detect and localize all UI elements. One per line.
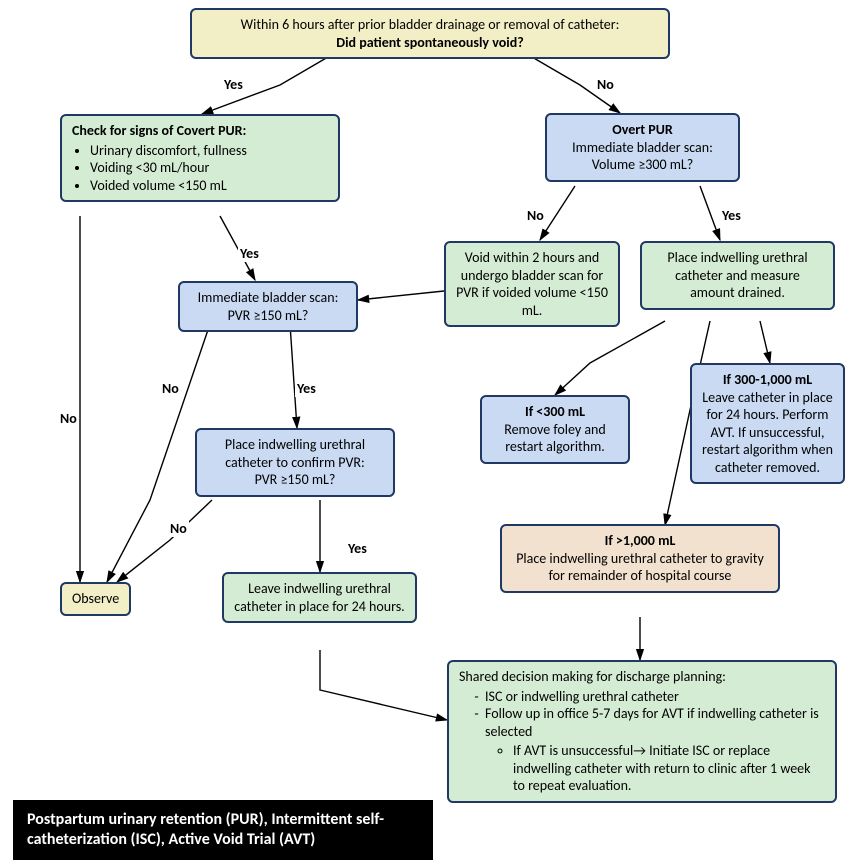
place-measure-text: Place indwelling urethral catheter and m… — [667, 249, 807, 301]
start-line1: Within 6 hours after prior bladder drain… — [202, 16, 658, 34]
node-gt1000: If >1,000 mL Place indwelling urethral c… — [500, 524, 780, 593]
edge-label-overt-no: No — [525, 207, 546, 224]
node-legend: Postpartum urinary retention (PUR), Inte… — [13, 800, 433, 860]
edge-label-overt-yes: Yes — [720, 207, 743, 224]
edge-scan1-yes — [290, 324, 297, 428]
discharge-sub: If AVT is unsuccessful→ Initiate ISC or … — [513, 742, 825, 795]
discharge-list: ISC or indwelling urethral catheter Foll… — [459, 688, 825, 795]
covert-list: Urinary discomfort, fullness Voiding <30… — [72, 142, 328, 195]
node-void2h: Void within 2 hours and undergo bladder … — [444, 241, 620, 327]
covert-title: Check for signs of Covert PUR: — [72, 122, 328, 140]
node-overt: Overt PUR Immediate bladder scan: Volume… — [545, 113, 740, 182]
lt300-title: If <300 mL — [492, 403, 618, 421]
mid-title: If 300-1,000 mL — [702, 371, 833, 389]
node-covert: Check for signs of Covert PUR: Urinary d… — [60, 114, 340, 202]
node-observe: Observe — [60, 582, 131, 616]
edge-label-confirm-yes: Yes — [346, 540, 369, 557]
edge-void2h-left — [358, 291, 444, 300]
node-place-measure: Place indwelling urethral catheter and m… — [640, 241, 835, 310]
node-confirm: Place indwelling urethral catheter to co… — [195, 428, 395, 497]
node-start: Within 6 hours after prior bladder drain… — [190, 8, 670, 59]
edge-label-start-right: No — [595, 76, 616, 93]
gt1000-text: Place indwelling urethral catheter to gr… — [512, 550, 768, 585]
edge-label-scan1-yes: Yes — [295, 380, 318, 397]
edge-label-covert-no: No — [58, 410, 79, 427]
leave24-text: Leave indwelling urethral catheter in pl… — [234, 580, 404, 615]
covert-item-3: Voided volume <150 mL — [90, 177, 328, 195]
discharge-title: Shared decision making for discharge pla… — [459, 668, 825, 686]
node-leave24: Leave indwelling urethral catheter in pl… — [222, 572, 417, 623]
node-mid: If 300-1,000 mL Leave catheter in place … — [690, 363, 845, 484]
overt-line3: Volume ≥300 mL? — [557, 156, 728, 174]
observe-text: Observe — [72, 590, 119, 607]
edge-place-lt300 — [555, 321, 665, 395]
edge-label-start-left: Yes — [222, 76, 245, 93]
scan1-line2: PVR ≥150 mL? — [190, 307, 346, 325]
edge-confirm-no — [117, 500, 212, 582]
overt-line2: Immediate bladder scan: — [557, 139, 728, 157]
confirm-line1: Place indwelling urethral catheter to co… — [207, 436, 383, 471]
edge-label-covert-yes: Yes — [238, 245, 261, 262]
node-lt300: If <300 mL Remove foley and restart algo… — [480, 395, 630, 464]
edge-place-mid — [760, 321, 770, 363]
node-scan1: Immediate bladder scan: PVR ≥150 mL? — [178, 281, 358, 332]
node-discharge: Shared decision making for discharge pla… — [447, 660, 837, 803]
confirm-line2: PVR ≥150 mL? — [207, 471, 383, 489]
discharge-item-2: Follow up in office 5-7 days for AVT if … — [485, 705, 825, 795]
covert-item-1: Urinary discomfort, fullness — [90, 142, 328, 160]
scan1-line1: Immediate bladder scan: — [190, 289, 346, 307]
discharge-item-1: ISC or indwelling urethral catheter — [485, 688, 825, 706]
mid-text: Leave catheter in place for 24 hours. Pe… — [702, 389, 833, 477]
lt300-text: Remove foley and restart algorithm. — [492, 421, 618, 456]
covert-item-2: Voiding <30 mL/hour — [90, 159, 328, 177]
edge-label-scan1-no: No — [160, 380, 181, 397]
edge-leave24-down — [320, 650, 447, 720]
start-line2: Did patient spontaneously void? — [202, 34, 658, 52]
edge-label-confirm-no: No — [168, 520, 189, 537]
void2h-text: Void within 2 hours and undergo bladder … — [456, 249, 608, 319]
gt1000-title: If >1,000 mL — [512, 532, 768, 550]
legend-text: Postpartum urinary retention (PUR), Inte… — [27, 810, 384, 849]
overt-title: Overt PUR — [557, 121, 728, 139]
edge-overt-yes — [700, 186, 720, 240]
